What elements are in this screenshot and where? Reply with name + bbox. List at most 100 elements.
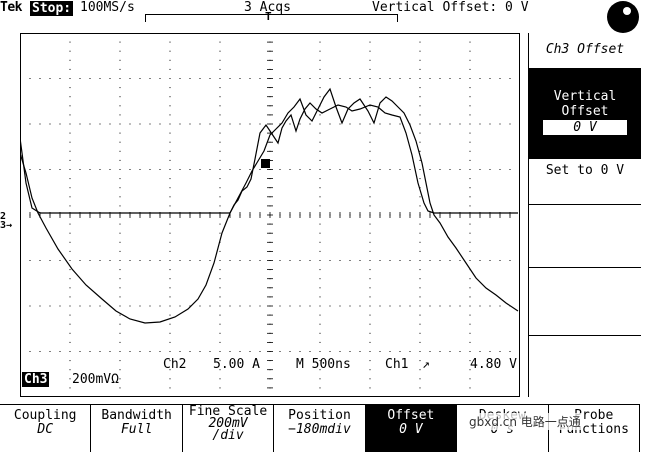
grid-dot bbox=[49, 169, 51, 170]
grid-dot bbox=[59, 305, 61, 307]
trigger-source: Ch1 bbox=[385, 357, 409, 372]
rising-edge-icon: ↗ bbox=[422, 357, 430, 372]
grid-dot bbox=[389, 169, 391, 170]
grid-dot bbox=[119, 387, 121, 389]
grid-dot bbox=[69, 50, 71, 52]
grid-dot bbox=[409, 260, 411, 261]
offset-button[interactable]: Offset 0 V bbox=[365, 405, 458, 452]
coupling-button[interactable]: Coupling DC bbox=[0, 405, 92, 452]
grid-dot bbox=[379, 351, 381, 352]
grid-dot bbox=[69, 305, 71, 307]
grid-dot bbox=[209, 260, 211, 261]
grid-dot bbox=[169, 105, 171, 107]
grid-dot bbox=[479, 123, 481, 125]
grid-dot bbox=[229, 260, 231, 261]
grid-dot bbox=[519, 351, 520, 352]
grid-dot bbox=[119, 351, 121, 352]
grid-dot bbox=[219, 87, 221, 89]
grid-dot bbox=[159, 351, 161, 352]
grid-dot bbox=[69, 341, 71, 343]
grid-dot bbox=[509, 123, 511, 125]
side-menu-empty-slot-1[interactable] bbox=[529, 205, 641, 268]
grid-dot bbox=[69, 232, 71, 234]
grid-dot bbox=[479, 351, 481, 352]
grid-dot bbox=[319, 114, 321, 116]
grid-dot bbox=[219, 332, 221, 334]
grid-dot bbox=[319, 223, 321, 225]
grid-dot bbox=[219, 114, 221, 116]
grid-dot bbox=[89, 78, 91, 79]
grid-dot bbox=[399, 260, 401, 261]
grid-dot bbox=[59, 351, 61, 352]
grid-dot bbox=[369, 96, 371, 98]
grid-dot bbox=[69, 296, 71, 298]
grid-dot bbox=[69, 68, 71, 70]
grid-dot bbox=[219, 178, 221, 180]
grid-dot bbox=[139, 351, 141, 352]
brand-label: Tek bbox=[0, 0, 22, 15]
grid-dot bbox=[219, 323, 221, 325]
grid-dot bbox=[319, 141, 321, 143]
waveform-display[interactable] bbox=[20, 33, 520, 397]
grid-dot bbox=[39, 305, 41, 307]
vertical-offset-button[interactable]: Vertical Offset 0 V bbox=[529, 69, 641, 159]
grid-dot bbox=[419, 260, 421, 261]
set-to-zero-button[interactable]: Set to 0 V bbox=[529, 159, 641, 205]
grid-dot bbox=[479, 78, 481, 79]
bandwidth-button[interactable]: Bandwidth Full bbox=[91, 405, 183, 452]
grid-dot bbox=[159, 123, 161, 125]
grid-dot bbox=[319, 123, 321, 125]
grid-dot bbox=[309, 260, 311, 261]
grid-dot bbox=[389, 123, 391, 125]
grid-dot bbox=[509, 351, 511, 352]
coupling-value: DC bbox=[37, 422, 54, 437]
vertical-offset-value[interactable]: 0 V bbox=[543, 120, 627, 135]
grid-dot bbox=[379, 123, 381, 125]
grid-dot bbox=[119, 114, 121, 116]
grid-dot bbox=[169, 41, 171, 43]
position-label: Position bbox=[288, 408, 351, 423]
grid-dot bbox=[469, 59, 471, 61]
grid-dot bbox=[149, 78, 151, 79]
grid-dot bbox=[419, 96, 421, 98]
grid-dot bbox=[69, 169, 71, 170]
grid-dot bbox=[509, 78, 511, 79]
grid-dot bbox=[219, 305, 221, 307]
grid-dot bbox=[419, 387, 421, 389]
grid-dot bbox=[59, 169, 61, 170]
grid-dot bbox=[169, 287, 171, 289]
ch2-label: Ch2 bbox=[163, 357, 187, 372]
fine-scale-button[interactable]: Fine Scale 200mV /div bbox=[183, 405, 275, 452]
side-menu-empty-slot-2[interactable] bbox=[529, 268, 641, 336]
grid-dot bbox=[319, 332, 321, 334]
probe-label: Probe bbox=[574, 408, 614, 423]
grid-dot bbox=[69, 33, 71, 34]
grid-dot bbox=[369, 332, 371, 334]
grid-dot bbox=[219, 187, 221, 189]
side-menu-title-text: Ch3 Offset bbox=[545, 42, 625, 57]
grid-dot bbox=[169, 250, 171, 252]
grid-dot bbox=[69, 123, 71, 125]
grid-dot bbox=[369, 369, 371, 371]
grid-dot bbox=[369, 250, 371, 252]
grid-dot bbox=[319, 205, 321, 207]
grid-dot bbox=[69, 87, 71, 89]
grid-dot bbox=[249, 351, 251, 352]
side-menu-empty-slot-3[interactable] bbox=[529, 336, 641, 397]
ch3-ground-marker[interactable]: 3→ bbox=[0, 220, 13, 231]
grid-dot bbox=[69, 269, 71, 271]
grid-dot bbox=[119, 187, 121, 189]
grid-dot bbox=[119, 305, 121, 307]
grid-dot bbox=[469, 332, 471, 334]
ch2-ground-marker[interactable]: 2 bbox=[0, 211, 7, 222]
grid-dot bbox=[69, 59, 71, 61]
grid-dot bbox=[359, 123, 361, 125]
grid-dot bbox=[149, 305, 151, 307]
grid-dot bbox=[349, 305, 351, 307]
position-button[interactable]: Position −180mdiv bbox=[274, 405, 366, 452]
grid-dot bbox=[29, 169, 31, 170]
grid-dot bbox=[389, 260, 391, 261]
fine-scale-label: Fine Scale bbox=[188, 405, 268, 419]
grid-dot bbox=[169, 232, 171, 234]
grid-dot bbox=[329, 78, 331, 79]
